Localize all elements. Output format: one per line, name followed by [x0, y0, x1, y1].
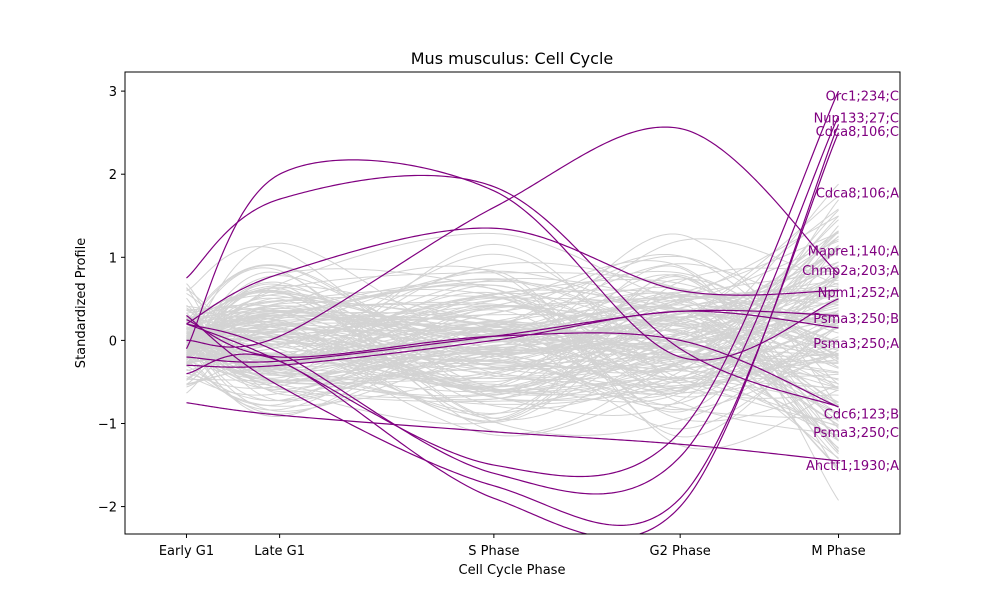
series-label: Ahctf1;1930;A — [806, 459, 899, 474]
background-profile-line — [186, 289, 839, 371]
series-label: Psma3;250;C — [813, 426, 899, 441]
background-profile-line — [186, 278, 839, 360]
background-profile-line — [186, 243, 839, 399]
series-label: Cdc6;123;B — [824, 408, 899, 423]
plot-frame — [124, 71, 901, 535]
background-profiles — [186, 183, 839, 501]
series-line-2 — [186, 132, 840, 526]
background-profile-line — [186, 265, 839, 438]
series-line-7 — [186, 310, 839, 368]
series-line-1 — [186, 115, 840, 495]
background-profile-line — [186, 276, 839, 406]
series-label: Cdca8;106;C — [816, 125, 899, 140]
y-tick-label: −1 — [98, 417, 117, 432]
series-line-11 — [186, 402, 839, 462]
background-profile-line — [186, 245, 839, 413]
background-profile-line — [186, 285, 839, 398]
x-axis: Early G1 Late G1 S Phase G2 Phase M Phase — [159, 534, 866, 559]
background-profile-line — [186, 305, 839, 374]
x-tick-label: M Phase — [811, 544, 865, 559]
y-tick-label: 0 — [109, 334, 117, 349]
background-profile-line — [186, 336, 839, 416]
series-line-3 — [186, 124, 840, 534]
y-tick-label: 1 — [109, 251, 117, 266]
background-profile-line — [186, 289, 839, 369]
background-profile-line — [186, 309, 839, 422]
background-profile-line — [186, 281, 839, 406]
background-profile-line — [186, 303, 839, 357]
background-profile-line — [186, 330, 839, 437]
y-tick-label: −2 — [98, 501, 117, 516]
series-line-10 — [186, 319, 839, 408]
series-label: Chmp2a;203;A — [802, 264, 899, 279]
background-profile-line — [186, 267, 839, 434]
x-axis-label: Cell Cycle Phase — [459, 563, 566, 578]
series-label: Psma3;250;B — [813, 312, 899, 327]
background-profile-line — [186, 295, 839, 468]
x-tick-label: G2 Phase — [650, 544, 711, 559]
x-tick-label: Early G1 — [159, 544, 214, 559]
background-profile-line — [186, 313, 839, 401]
background-profile-line — [186, 230, 839, 396]
background-profile-line — [186, 322, 839, 381]
series-label: Mapre1;140;A — [808, 245, 899, 260]
background-profile-line — [186, 293, 839, 459]
series-label: Psma3;250;A — [813, 337, 899, 352]
background-profile-line — [186, 255, 839, 396]
series-label: Cdca8;106;A — [816, 186, 899, 201]
background-profile-line — [186, 308, 839, 379]
y-axis: −2 −1 0 1 2 3 — [98, 85, 125, 516]
y-axis-label: Standardized Profile — [74, 238, 89, 368]
y-tick-label: 2 — [109, 168, 117, 183]
background-profile-line — [186, 274, 839, 453]
background-profile-line — [186, 315, 839, 426]
background-profile-line — [186, 195, 839, 407]
background-profile-line — [186, 240, 839, 374]
series-line-4 — [186, 227, 839, 325]
highlighted-series — [185, 90, 840, 534]
series-label: Npm1;252;A — [818, 286, 899, 301]
y-tick-label: 3 — [109, 85, 117, 100]
x-tick-label: S Phase — [468, 544, 519, 559]
series-label: Nup133;27;C — [814, 112, 899, 127]
series-line-9 — [186, 174, 839, 408]
chart-title: Mus musculus: Cell Cycle — [411, 49, 613, 68]
background-profile-line — [186, 292, 839, 449]
series-label: Orc1;234;C — [826, 89, 899, 104]
series-line-0 — [186, 90, 840, 478]
background-profile-line — [186, 276, 839, 442]
background-profile-line — [186, 282, 839, 365]
x-tick-label: Late G1 — [254, 544, 305, 559]
background-profile-line — [186, 272, 839, 366]
series-line-6 — [185, 159, 839, 361]
